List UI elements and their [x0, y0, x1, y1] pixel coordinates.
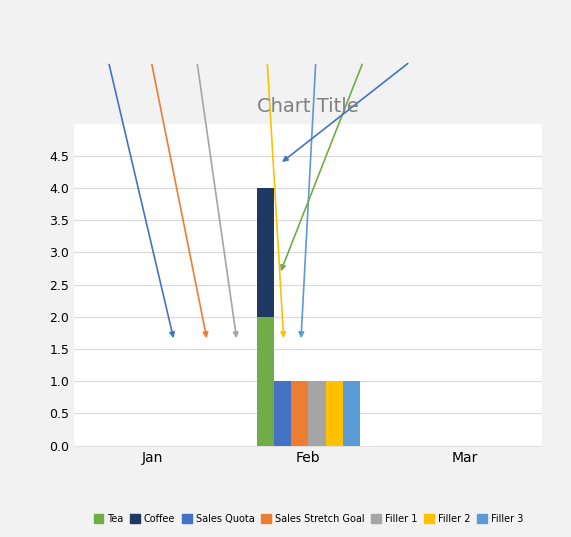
Bar [257, 188, 274, 317]
Bar [325, 381, 343, 446]
Legend: Tea, Coffee, Sales Quota, Sales Stretch Goal, Filler 1, Filler 2, Filler 3: Tea, Coffee, Sales Quota, Sales Stretch … [90, 510, 527, 528]
Bar [308, 381, 325, 446]
Bar [257, 317, 274, 446]
Bar [343, 381, 360, 446]
Title: Chart Title: Chart Title [258, 97, 359, 117]
Bar [291, 381, 308, 446]
Bar [274, 381, 291, 446]
